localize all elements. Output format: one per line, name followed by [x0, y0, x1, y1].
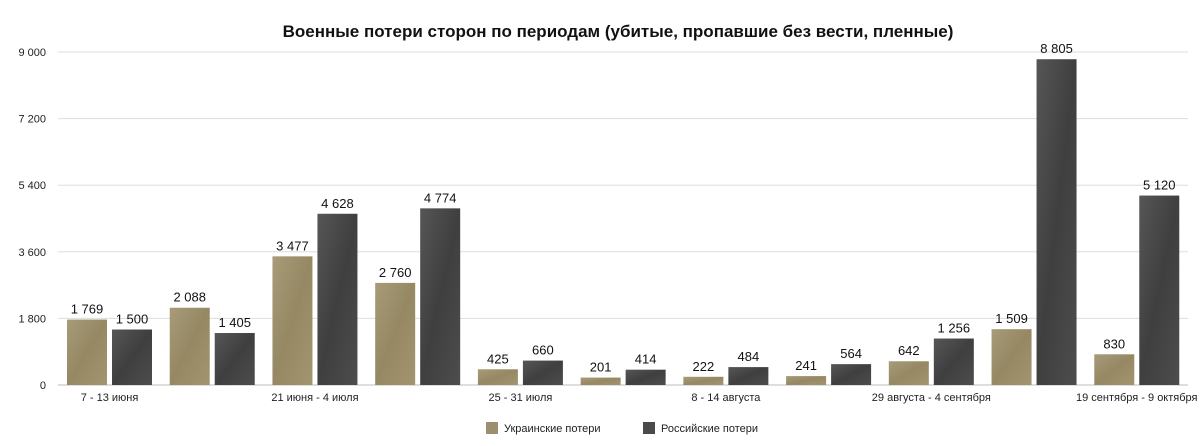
value-label-ru: 1 500: [116, 312, 149, 327]
x-tick-label: 19 сентября - 9 октября: [1076, 392, 1198, 404]
bar-ru: [625, 369, 666, 385]
x-tick-label: 8 - 14 августа: [691, 392, 761, 404]
value-label-ua: 241: [795, 358, 817, 373]
value-label-ua: 2 760: [379, 265, 412, 280]
bar-ua: [888, 361, 929, 385]
bar-ua: [169, 307, 210, 385]
y-tick-label: 9 000: [18, 47, 46, 59]
y-tick-label: 3 600: [18, 247, 46, 259]
value-label-ru: 484: [738, 349, 760, 364]
legend-label-russia: Российские потери: [661, 423, 758, 435]
y-tick-label: 1 800: [18, 313, 46, 325]
value-label-ua: 425: [487, 351, 509, 366]
y-tick-label: 0: [40, 380, 46, 392]
value-labels: 1 769 1 500 2 088 1 405 3 477 4 628 2 760 4 774…: [71, 41, 1176, 374]
value-label-ru: 564: [840, 346, 862, 361]
value-label-ru: 1 256: [938, 321, 971, 336]
legend-swatch-russia: [643, 422, 655, 434]
bar-ru: [933, 338, 974, 385]
x-tick-label: 21 июня - 4 июля: [271, 392, 358, 404]
legend-swatch-ukraine: [486, 422, 498, 434]
value-label-ru: 1 405: [218, 315, 251, 330]
bar-ru: [420, 208, 461, 385]
x-tick-label: 29 августа - 4 сентября: [872, 392, 991, 404]
bar-ru: [522, 360, 563, 385]
bar-ua: [272, 256, 313, 385]
chart-title: Военные потери сторон по периодам (убиты…: [283, 22, 954, 41]
bar-ua: [786, 376, 827, 385]
value-label-ua: 1 769: [71, 302, 104, 317]
y-tick-label: 7 200: [18, 114, 46, 126]
value-label-ru: 8 805: [1040, 41, 1073, 56]
legend-item-russia: Российские потери: [643, 422, 758, 435]
value-label-ru: 5 120: [1143, 178, 1176, 193]
bar-ua: [991, 329, 1032, 385]
bar-ua: [375, 282, 416, 385]
bars: [67, 59, 1180, 386]
bar-ru: [112, 329, 152, 385]
bar-ru: [728, 367, 769, 385]
bar-ua: [477, 369, 518, 385]
x-tick-label: 25 - 31 июля: [488, 392, 552, 404]
value-label-ua: 201: [590, 360, 612, 375]
legend-item-ukraine: Украинские потери: [486, 422, 601, 435]
bar-ua: [67, 319, 107, 385]
value-label-ua: 3 477: [276, 238, 309, 253]
value-label-ru: 414: [635, 352, 657, 367]
bar-ru: [1036, 59, 1077, 386]
value-label-ua: 2 088: [173, 290, 206, 305]
bar-ru: [1139, 195, 1180, 385]
y-tick-label: 5 400: [18, 180, 46, 192]
value-label-ua: 642: [898, 343, 920, 358]
value-label-ua: 1 509: [995, 311, 1028, 326]
value-label-ru: 660: [532, 343, 554, 358]
value-label-ua: 222: [693, 359, 715, 374]
legend: Украинские потери Российские потери: [486, 422, 758, 435]
value-label-ru: 4 628: [321, 196, 354, 211]
bar-ua: [580, 377, 621, 385]
y-axis-ticks: 0 1 800 3 600 5 400 7 200 9 000: [18, 47, 46, 392]
bar-ru: [214, 333, 255, 385]
bar-ru: [317, 213, 358, 385]
legend-label-ukraine: Украинские потери: [504, 423, 601, 435]
bar-ru: [831, 364, 872, 385]
bar-ua: [1094, 354, 1135, 385]
value-label-ru: 4 774: [424, 190, 457, 205]
x-axis-labels: 7 - 13 июня 21 июня - 4 июля 25 - 31 июля 8…: [81, 392, 1198, 404]
value-label-ua: 830: [1103, 336, 1125, 351]
x-tick-label: 7 - 13 июня: [81, 392, 139, 404]
bar-ua: [683, 376, 724, 385]
